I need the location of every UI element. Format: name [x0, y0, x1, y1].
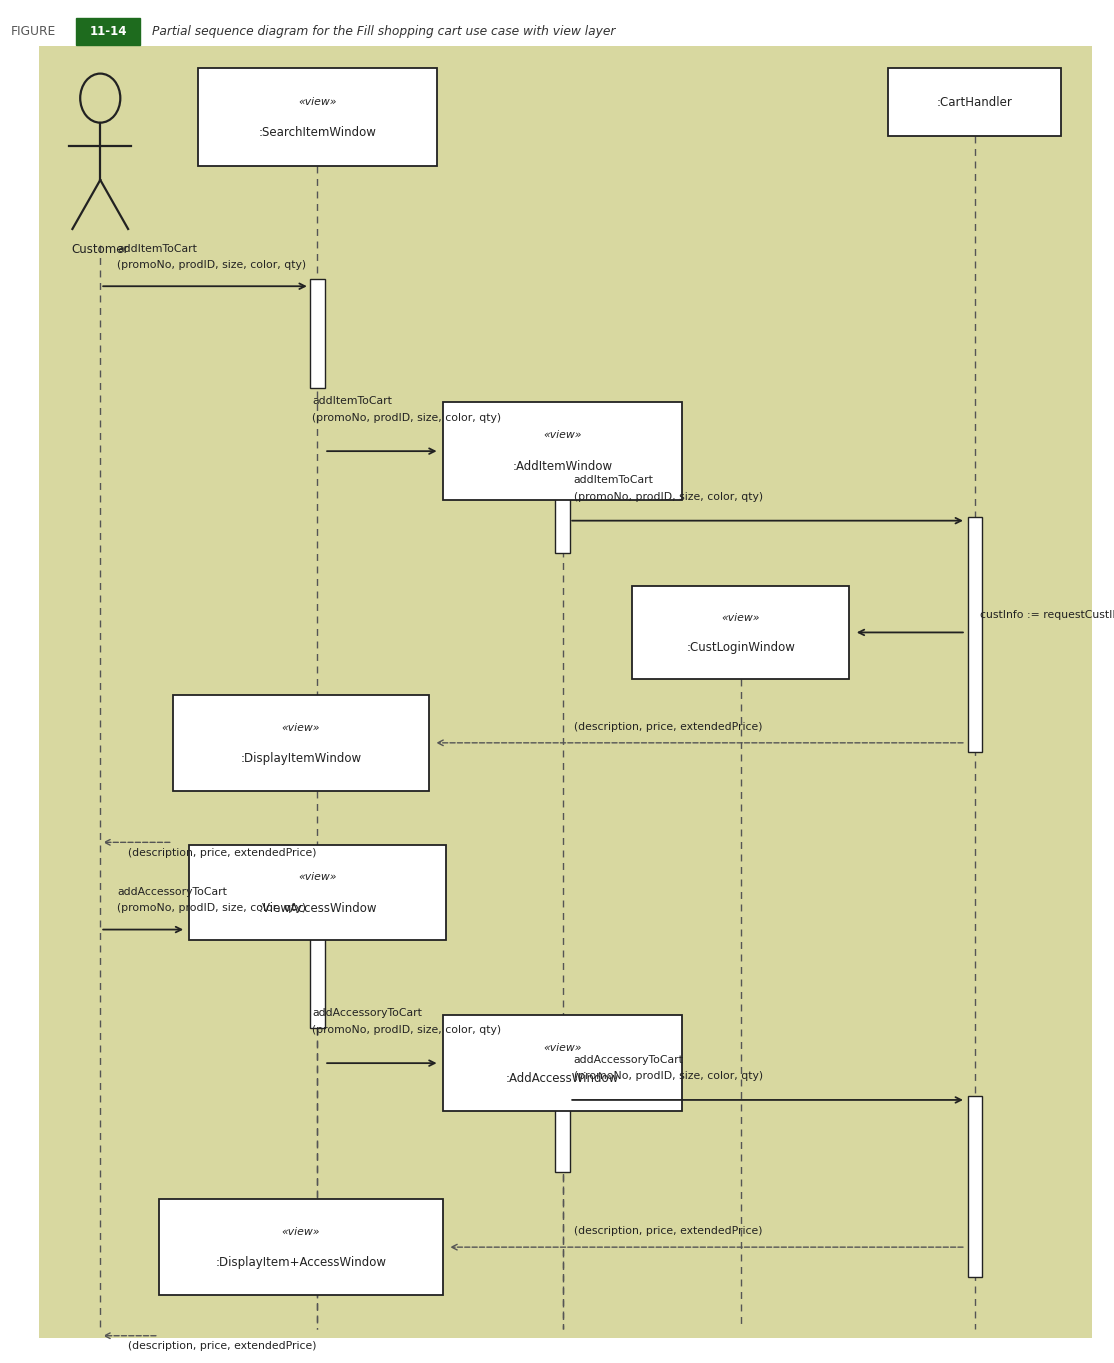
Bar [967, 517, 983, 752]
Text: «view»: «view» [544, 1043, 582, 1052]
Text: :DisplayItem+AccessWindow: :DisplayItem+AccessWindow [215, 1255, 387, 1269]
Text: «view»: «view» [722, 612, 760, 623]
Bar [76, 18, 140, 45]
Bar [889, 68, 1061, 136]
Text: (description, price, extendedPrice): (description, price, extendedPrice) [128, 1341, 316, 1351]
Bar [159, 1199, 443, 1295]
Bar [310, 923, 325, 1028]
Text: (promoNo, prodID, size, color, qty): (promoNo, prodID, size, color, qty) [117, 904, 306, 913]
Bar [555, 447, 569, 553]
Text: Partial sequence diagram for the Fill shopping cart use case with view layer: Partial sequence diagram for the Fill sh… [152, 25, 615, 38]
Text: :DisplayItemWindow: :DisplayItemWindow [241, 751, 361, 765]
Text: Customer: Customer [71, 243, 129, 256]
Text: :AddAccessWindow: :AddAccessWindow [506, 1071, 619, 1085]
Text: (promoNo, prodID, size, color, qty): (promoNo, prodID, size, color, qty) [312, 1025, 501, 1035]
Text: addItemToCart: addItemToCart [117, 244, 197, 254]
Text: addAccessoryToCart: addAccessoryToCart [312, 1009, 422, 1018]
Text: «view»: «view» [282, 1227, 320, 1236]
Bar [633, 586, 849, 679]
Text: :AddItemWindow: :AddItemWindow [512, 461, 613, 473]
Text: «view»: «view» [282, 722, 320, 732]
Text: :CustLoginWindow: :CustLoginWindow [686, 641, 795, 654]
Bar [173, 695, 429, 791]
Text: addItemToCart: addItemToCart [312, 397, 392, 406]
Text: :SearchItemWindow: :SearchItemWindow [258, 127, 377, 139]
Text: custInfo := requestCustID( ): custInfo := requestCustID( ) [980, 611, 1114, 620]
Bar [189, 845, 446, 940]
Bar [967, 1096, 983, 1277]
Bar [443, 402, 682, 500]
Text: «view»: «view» [299, 872, 336, 882]
Bar [310, 279, 325, 388]
Text: addAccessoryToCart: addAccessoryToCart [574, 1055, 684, 1065]
Text: (promoNo, prodID, size, color, qty): (promoNo, prodID, size, color, qty) [574, 492, 763, 502]
Text: (promoNo, prodID, size, color, qty): (promoNo, prodID, size, color, qty) [117, 260, 306, 270]
Text: «view»: «view» [299, 97, 336, 106]
Text: (description, price, extendedPrice): (description, price, extendedPrice) [128, 848, 316, 857]
Text: addAccessoryToCart: addAccessoryToCart [117, 887, 227, 897]
Text: FIGURE: FIGURE [11, 25, 57, 38]
Text: (description, price, extendedPrice): (description, price, extendedPrice) [574, 1227, 762, 1236]
Text: addItemToCart: addItemToCart [574, 476, 654, 485]
Text: :ViewAccessWindow: :ViewAccessWindow [258, 901, 377, 915]
Bar [198, 68, 437, 166]
Text: «view»: «view» [544, 431, 582, 440]
Text: (promoNo, prodID, size, color, qty): (promoNo, prodID, size, color, qty) [574, 1071, 763, 1081]
Bar [555, 1059, 569, 1172]
Text: (promoNo, prodID, size, color, qty): (promoNo, prodID, size, color, qty) [312, 413, 501, 423]
Text: 11-14: 11-14 [89, 25, 127, 38]
Text: :CartHandler: :CartHandler [937, 95, 1013, 109]
Text: (description, price, extendedPrice): (description, price, extendedPrice) [574, 722, 762, 732]
Bar [443, 1015, 682, 1111]
